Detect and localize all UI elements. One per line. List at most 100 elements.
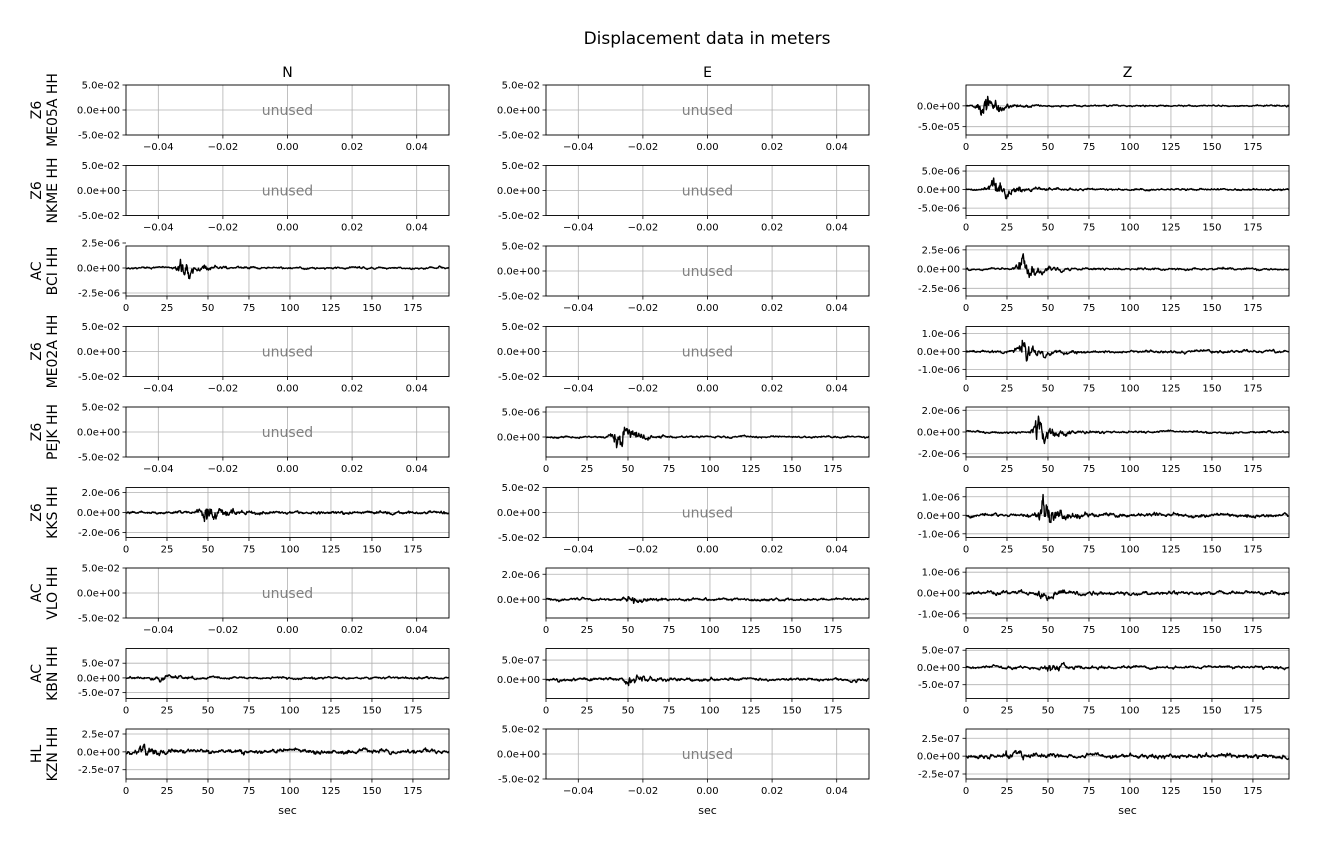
y-tick-label: 2.5e-06 bbox=[922, 245, 960, 256]
y-ticks: 5.0e-02 0.0e+00 -5.0e-02 bbox=[497, 322, 546, 383]
x-tick-label: 25 bbox=[581, 706, 594, 717]
x-tick-label: 0.02 bbox=[341, 223, 363, 234]
waveform-trace bbox=[966, 415, 1289, 445]
x-tick-label: 125 bbox=[741, 706, 760, 717]
x-tick-label: 125 bbox=[321, 706, 340, 717]
unused-label: unused bbox=[262, 345, 313, 361]
station-code: KZN HH bbox=[45, 727, 61, 782]
x-tick-label: −0.02 bbox=[628, 384, 659, 395]
y-tick-label: -5.0e-02 bbox=[78, 614, 120, 625]
y-ticks: 5.0e-02 0.0e+00 -5.0e-02 bbox=[77, 403, 126, 464]
x-tick-label: 175 bbox=[1243, 303, 1262, 314]
x-tick-label: 50 bbox=[1042, 545, 1055, 556]
y-tick-label: -5.0e-05 bbox=[918, 122, 960, 133]
station-code: VLO HH bbox=[45, 566, 61, 619]
x-tick-label: 50 bbox=[1042, 384, 1055, 395]
y-ticks: 2.5e-06 0.0e+00 -2.5e-06 bbox=[77, 239, 126, 300]
unused-label: unused bbox=[682, 103, 733, 119]
grid bbox=[965, 246, 1289, 296]
x-tick-label: 75 bbox=[1083, 142, 1096, 153]
x-axis-labels: sec sec sec bbox=[278, 804, 1137, 817]
x-tick-label: 50 bbox=[202, 303, 215, 314]
y-ticks: 2.5e-06 0.0e+00 -2.5e-06 bbox=[917, 245, 966, 295]
y-tick-label: 0.0e+00 bbox=[497, 433, 540, 444]
unused-label: unused bbox=[262, 425, 313, 441]
y-tick-label: 0.0e+00 bbox=[917, 185, 960, 196]
x-tick-label: 0.00 bbox=[696, 786, 718, 797]
x-ticks: −0.04 −0.02 0.00 0.02 0.04 bbox=[563, 779, 848, 797]
y-tick-label: -5.0e-02 bbox=[498, 533, 540, 544]
panel-frame bbox=[545, 648, 870, 699]
y-tick-label: 2.0e-06 bbox=[922, 406, 960, 417]
x-tick-label: 0 bbox=[963, 545, 969, 556]
x-tick-label: 125 bbox=[1161, 786, 1180, 797]
x-tick-label: 125 bbox=[1161, 625, 1180, 636]
panel-n-2: 0 25 50 75 100 125 150 175 2.5e-06 0.0e+00 -2.5e-0… bbox=[77, 239, 450, 314]
x-tick-label: 150 bbox=[1202, 786, 1221, 797]
panel-frame bbox=[965, 648, 1290, 699]
x-tick-label: 75 bbox=[663, 464, 676, 475]
x-tick-label: 125 bbox=[1161, 303, 1180, 314]
x-tick-label: 150 bbox=[1202, 464, 1221, 475]
panel-e-7: 0 25 50 75 100 125 150 175 5.0e-07 0.0e+00 bbox=[497, 648, 870, 717]
panel-n-3: unused −0.04 −0.02 0.00 0.02 0.04 5.0e-02 0.0e+… bbox=[77, 322, 450, 395]
y-tick-label: 0.0e+00 bbox=[77, 428, 120, 439]
x-tick-label: 150 bbox=[1202, 625, 1221, 636]
station-network: Z6 bbox=[29, 503, 45, 522]
x-tick-label: 0.02 bbox=[341, 384, 363, 395]
unused-label: unused bbox=[682, 747, 733, 763]
panel-z-1: 0 25 50 75 100 125 150 175 5.0e-06 0.0e+00 -5.0e-0… bbox=[917, 165, 1290, 234]
x-tick-label: 125 bbox=[1161, 384, 1180, 395]
x-tick-label: 0 bbox=[123, 303, 129, 314]
x-tick-label: 100 bbox=[1120, 223, 1139, 234]
grid bbox=[965, 487, 1289, 538]
y-tick-label: -2.5e-07 bbox=[78, 765, 120, 776]
x-tick-label: 75 bbox=[1083, 303, 1096, 314]
x-tick-label: 0.00 bbox=[696, 384, 718, 395]
grid bbox=[545, 568, 869, 618]
x-tick-label: 175 bbox=[1243, 142, 1262, 153]
x-tick-label: −0.02 bbox=[208, 223, 239, 234]
x-tick-label: 100 bbox=[280, 706, 299, 717]
x-tick-label: 0.02 bbox=[761, 223, 783, 234]
x-tick-label: 25 bbox=[1001, 545, 1014, 556]
panel-e-1: unused −0.04 −0.02 0.00 0.02 0.04 5.0e-02 0.0e+… bbox=[497, 161, 870, 234]
x-tick-label: −0.02 bbox=[628, 223, 659, 234]
x-tick-label: 100 bbox=[700, 706, 719, 717]
y-tick-label: -2.0e-06 bbox=[918, 449, 960, 460]
grid bbox=[965, 85, 1289, 135]
x-tick-label: 175 bbox=[1243, 545, 1262, 556]
y-tick-label: 5.0e-07 bbox=[502, 656, 540, 667]
panel-e-8: unused −0.04 −0.02 0.00 0.02 0.04 5.0e-02 0.0e+… bbox=[497, 725, 870, 797]
x-tick-label: 100 bbox=[1120, 384, 1139, 395]
x-tick-label: 150 bbox=[1202, 303, 1221, 314]
x-tick-label: 100 bbox=[280, 786, 299, 797]
x-tick-label: 50 bbox=[1042, 625, 1055, 636]
x-ticks: 0 25 50 75 100 125 150 175 bbox=[963, 135, 1262, 153]
x-tick-label: 125 bbox=[741, 464, 760, 475]
waveform-trace bbox=[966, 589, 1289, 602]
y-tick-label: 0.0e+00 bbox=[77, 186, 120, 197]
y-ticks: 5.0e-02 0.0e+00 -5.0e-02 bbox=[497, 81, 546, 142]
x-tick-label: 0.00 bbox=[276, 223, 298, 234]
y-tick-label: 0.0e+00 bbox=[917, 347, 960, 358]
y-ticks: 5.0e-02 0.0e+00 -5.0e-02 bbox=[497, 725, 546, 786]
y-ticks: 1.0e-06 0.0e+00 -1.0e-06 bbox=[917, 568, 966, 620]
x-tick-label: 175 bbox=[403, 706, 422, 717]
y-tick-label: -2.5e-07 bbox=[918, 770, 960, 781]
y-tick-label: -1.0e-06 bbox=[918, 609, 960, 620]
x-tick-label: −0.04 bbox=[143, 625, 174, 636]
station-label: Z6 ME02A HH bbox=[29, 315, 61, 389]
y-ticks: 5.0e-02 0.0e+00 -5.0e-02 bbox=[497, 483, 546, 544]
y-ticks: 2.5e-07 0.0e+00 -2.5e-07 bbox=[77, 730, 126, 776]
x-tick-label: 175 bbox=[1243, 706, 1262, 717]
panel-n-5: 0 25 50 75 100 125 150 175 2.0e-06 0.0e+00 -2.0e-0… bbox=[77, 487, 450, 556]
y-tick-label: 5.0e-02 bbox=[82, 564, 120, 575]
waveform-trace bbox=[966, 339, 1289, 362]
y-tick-label: 0.0e+00 bbox=[77, 673, 120, 684]
y-tick-label: 5.0e-06 bbox=[922, 167, 960, 178]
y-tick-label: 0.0e+00 bbox=[497, 106, 540, 117]
station-code: KKS HH bbox=[45, 486, 61, 539]
x-tick-label: 0 bbox=[963, 384, 969, 395]
